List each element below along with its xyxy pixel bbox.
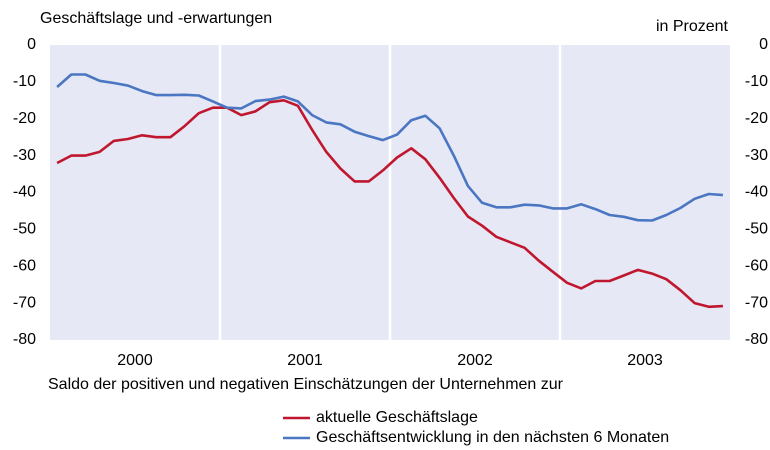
y-tick-label: -30 (13, 147, 36, 164)
y2-tick-label: -40 (745, 184, 768, 201)
y-tick-label: -10 (13, 73, 36, 90)
y2-tick-label: -30 (745, 147, 768, 164)
x-tick-label: 2000 (117, 352, 153, 369)
x-tick-label: 2002 (457, 352, 493, 369)
unit-label: in Prozent (656, 18, 729, 35)
x-axis-label: Saldo der positiven und negativen Einsch… (48, 376, 564, 393)
y-tick-label: -60 (13, 257, 36, 274)
x-tick-label: 2001 (287, 352, 323, 369)
y-tick-label: -50 (13, 221, 36, 238)
y-tick-label: -20 (13, 110, 36, 127)
chart-title: Geschäftslage und -erwartungen (40, 10, 272, 27)
y2-tick-label: 0 (759, 36, 768, 53)
y2-tick-label: -60 (745, 257, 768, 274)
x-tick-label: 2003 (627, 352, 663, 369)
y-tick-label: -40 (13, 184, 36, 201)
y2-tick-label: -80 (745, 331, 768, 348)
y2-tick-label: -20 (745, 110, 768, 127)
y2-tick-label: -10 (745, 73, 768, 90)
y-tick-label: -70 (13, 294, 36, 311)
y-tick-label: -80 (13, 331, 36, 348)
legend-label: Geschäftsentwicklung in den nächsten 6 M… (316, 429, 669, 446)
legend-label: aktuelle Geschäftslage (316, 409, 478, 426)
y-tick-label: 0 (27, 36, 36, 53)
y2-tick-label: -70 (745, 294, 768, 311)
series-line (56, 73, 724, 222)
series-line (56, 99, 723, 309)
y2-tick-label: -50 (745, 221, 768, 238)
